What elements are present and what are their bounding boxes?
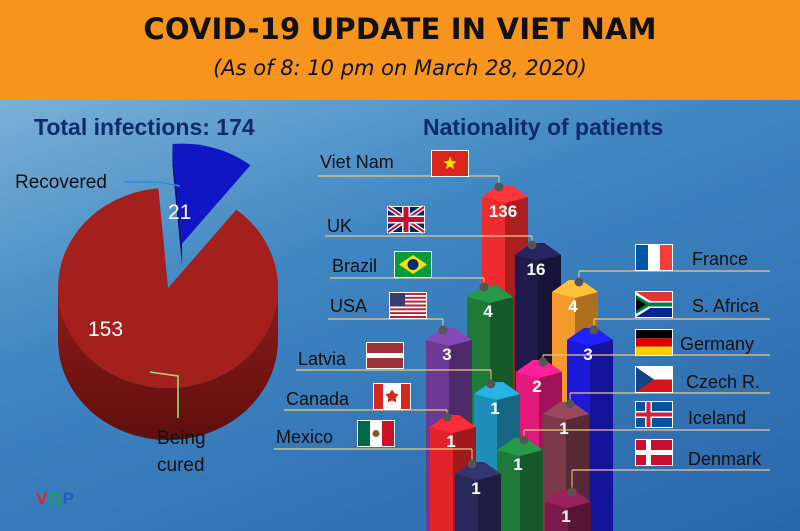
cured-label-line2: cured xyxy=(157,455,205,476)
total-infections-heading: Total infections: 174 xyxy=(34,114,255,140)
bar-top-10 xyxy=(497,438,543,456)
mexico-flag-icon xyxy=(357,420,395,447)
pie-slice-recovered-side xyxy=(172,143,183,266)
pie-slice-recovered xyxy=(172,143,251,244)
category-label-1: UK xyxy=(327,216,352,236)
leader-dot-8 xyxy=(565,399,575,409)
leader-dot-6 xyxy=(538,357,548,367)
pie-value-cured: 153 xyxy=(88,318,123,341)
south-africa-flag-icon xyxy=(635,291,673,318)
category-label-0: Viet Nam xyxy=(320,152,394,172)
pie-slice-cured-side xyxy=(58,288,278,440)
recovered-label: Recovered xyxy=(15,172,107,193)
iceland-flag-icon xyxy=(635,401,673,428)
bar-side-4 xyxy=(590,332,613,531)
bar-top-12 xyxy=(545,490,591,508)
nationality-heading: Nationality of patients xyxy=(423,114,664,140)
leader-dot-2 xyxy=(574,277,584,287)
category-label-3: Brazil xyxy=(332,256,377,276)
cured-callout-line xyxy=(149,371,179,418)
header-band: COVID-19 UPDATE IN VIET NAM (As of 8: 10… xyxy=(0,0,800,100)
leader-dot-1 xyxy=(527,240,537,250)
bar-top-11 xyxy=(455,462,501,480)
category-label-11: Mexico xyxy=(276,427,333,447)
bar-side-10 xyxy=(520,442,543,531)
bar-top-1 xyxy=(515,243,561,261)
leader-dot-11 xyxy=(467,459,477,469)
germany-flag-icon xyxy=(635,329,673,356)
vgp-logo: VGP xyxy=(36,489,75,509)
category-label-10: Iceland xyxy=(688,408,746,428)
leader-dot-9 xyxy=(442,412,452,422)
usa-flag-icon xyxy=(389,292,427,319)
category-label-2: France xyxy=(692,249,748,269)
vietnam-flag-icon xyxy=(431,150,469,177)
page-subtitle: (As of 8: 10 pm on March 28, 2020) xyxy=(213,56,587,80)
uk-flag-icon xyxy=(386,204,426,235)
pie-value-recovered: 21 xyxy=(168,201,191,224)
leader-dot-5 xyxy=(438,325,448,335)
bar-top-9 xyxy=(430,415,476,433)
france-flag-icon xyxy=(635,244,673,271)
canada-flag-icon xyxy=(373,383,411,410)
value-label-12: 1 xyxy=(561,507,570,526)
value-label-10: 1 xyxy=(513,455,522,474)
category-label-6: Germany xyxy=(680,334,754,354)
leader-dot-0 xyxy=(494,182,504,192)
leader-dot-12 xyxy=(567,487,577,497)
value-label-8: 1 xyxy=(559,419,568,438)
brazil-flag-icon xyxy=(394,251,432,278)
czech-flag-icon xyxy=(635,366,673,393)
value-label-7: 1 xyxy=(490,399,499,418)
bar-top-3 xyxy=(467,285,513,303)
category-label-8: Czech R. xyxy=(686,372,760,392)
bar-top-6 xyxy=(516,360,562,378)
value-label-9: 1 xyxy=(446,432,455,451)
logo-letter: G xyxy=(48,489,63,508)
value-label-0: 136 xyxy=(489,202,517,221)
category-label-9: Canada xyxy=(286,389,350,409)
cured-label-line1: Being xyxy=(157,428,206,449)
bar-top-7 xyxy=(474,382,520,400)
leader-dot-10 xyxy=(519,435,529,445)
denmark-flag-icon xyxy=(635,439,673,466)
value-label-5: 3 xyxy=(442,345,451,364)
bar-top-8 xyxy=(543,402,589,420)
value-label-6: 2 xyxy=(532,377,541,396)
category-label-12: Denmark xyxy=(688,449,762,469)
leader-dot-3 xyxy=(479,282,489,292)
latvia-flag-icon xyxy=(366,342,404,369)
category-label-5: USA xyxy=(330,296,367,316)
leader-dot-4 xyxy=(589,325,599,335)
bar-side-11 xyxy=(478,466,501,531)
value-label-11: 1 xyxy=(471,479,480,498)
bar-top-5 xyxy=(426,328,472,346)
pie-chart: 21 153 Recovered Being cured xyxy=(15,143,278,476)
page-title: COVID-19 UPDATE IN VIET NAM xyxy=(143,12,657,46)
pie-slice-cured xyxy=(57,188,278,388)
logo-letter: V xyxy=(36,489,49,508)
leader-dot-7 xyxy=(486,379,496,389)
logo-letter: P xyxy=(62,489,75,508)
bar-top-4 xyxy=(567,328,613,346)
value-label-3: 4 xyxy=(483,302,493,321)
recovered-callout-line xyxy=(124,181,181,187)
bar-top-2 xyxy=(552,280,598,298)
value-label-1: 16 xyxy=(527,260,546,279)
bar-chart: Viet Nam 136 UK 16 France 4 Brazil 4 S. Africa 3 U… xyxy=(274,150,770,531)
category-label-4: S. Africa xyxy=(692,296,760,316)
category-label-7: Latvia xyxy=(298,349,347,369)
value-label-2: 4 xyxy=(568,297,578,316)
bar-top-0 xyxy=(482,185,528,203)
